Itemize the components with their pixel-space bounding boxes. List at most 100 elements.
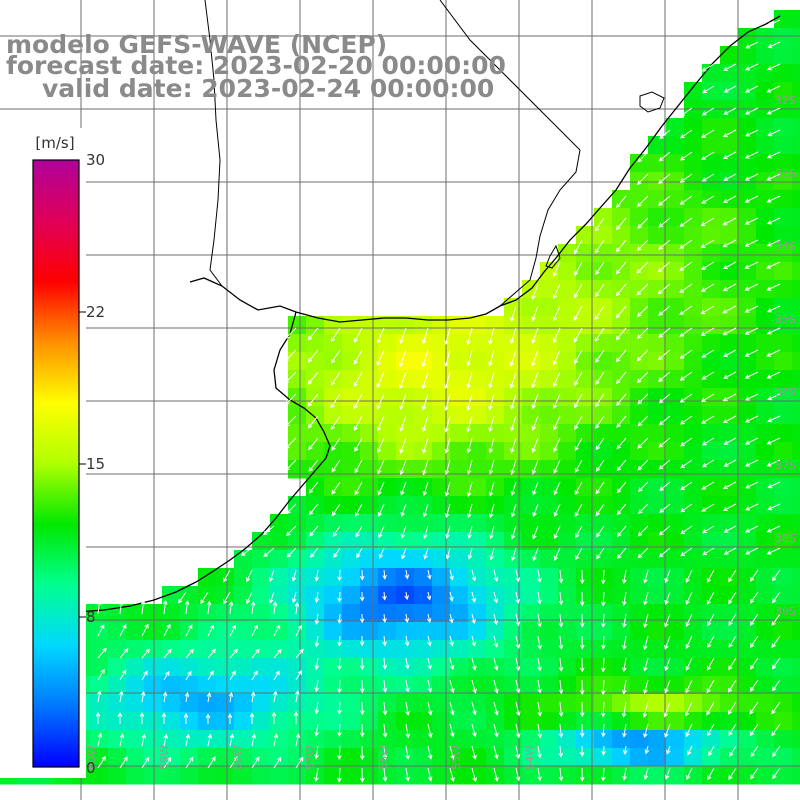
wind-speed-cell bbox=[612, 748, 631, 767]
wind-speed-cell bbox=[702, 694, 721, 713]
wind-speed-cell bbox=[612, 532, 631, 551]
wind-speed-cell bbox=[684, 730, 703, 749]
wind-speed-cell bbox=[630, 208, 649, 227]
wind-speed-cell bbox=[252, 640, 271, 659]
wind-speed-cell bbox=[738, 460, 757, 479]
colorbar-tick: 15 bbox=[86, 455, 105, 473]
wind-speed-cell bbox=[540, 712, 559, 731]
wind-arrow bbox=[404, 591, 409, 601]
wind-speed-cell bbox=[576, 532, 595, 551]
wind-speed-cell bbox=[594, 604, 613, 623]
wind-arrow bbox=[750, 767, 759, 780]
wind-arrow bbox=[314, 723, 319, 737]
wind-speed-cell bbox=[486, 604, 505, 623]
wind-speed-cell bbox=[738, 550, 757, 569]
wind-speed-cell bbox=[666, 496, 685, 515]
wind-arrow bbox=[706, 657, 715, 671]
wind-arrow bbox=[573, 327, 583, 343]
wind-speed-cell bbox=[558, 388, 577, 407]
wind-speed-cell bbox=[702, 640, 721, 659]
wind-arrow bbox=[510, 305, 517, 322]
wind-arrow bbox=[728, 635, 737, 648]
wind-speed-cell bbox=[90, 694, 109, 713]
wind-arrow bbox=[616, 371, 627, 385]
wind-speed-cell bbox=[576, 640, 595, 659]
wind-arrow bbox=[251, 733, 257, 747]
wind-arrow bbox=[493, 657, 499, 671]
lagoon-mirim bbox=[545, 244, 561, 269]
wind-speed-cell bbox=[612, 208, 631, 227]
wind-speed-cell bbox=[594, 370, 613, 389]
wind-arrow bbox=[449, 679, 455, 694]
wind-speed-cell bbox=[558, 478, 577, 497]
wind-arrow bbox=[354, 437, 363, 453]
wind-speed-cell bbox=[702, 604, 721, 623]
wind-arrow bbox=[701, 525, 715, 534]
wind-speed-cell bbox=[324, 694, 343, 713]
wind-arrow bbox=[643, 767, 649, 781]
wind-arrow bbox=[771, 723, 781, 737]
wind-speed-cell bbox=[702, 316, 721, 335]
wind-arrow bbox=[772, 745, 781, 758]
wind-speed-cell bbox=[774, 658, 793, 677]
wind-arrow bbox=[679, 371, 693, 381]
wind-arrow bbox=[295, 648, 304, 659]
wind-speed-cell bbox=[558, 586, 577, 605]
wind-speed-cell bbox=[324, 640, 343, 659]
wind-arrow bbox=[664, 635, 671, 650]
wind-arrow bbox=[622, 745, 628, 755]
wind-arrow bbox=[251, 756, 260, 769]
wind-speed-cell bbox=[702, 190, 721, 209]
wind-arrow bbox=[184, 600, 190, 615]
wind-speed-cell bbox=[576, 424, 595, 443]
wind-arrow bbox=[353, 415, 363, 432]
wind-speed-cell bbox=[774, 568, 793, 587]
wind-speed-cell bbox=[450, 352, 469, 371]
wind-speed-cell bbox=[486, 766, 505, 785]
wind-speed-cell bbox=[684, 640, 703, 659]
wind-speed-cell bbox=[522, 442, 541, 461]
wind-arrow bbox=[466, 327, 473, 346]
wind-arrow bbox=[679, 239, 693, 249]
wind-speed-cell bbox=[720, 496, 739, 515]
wind-speed-cell bbox=[396, 514, 415, 533]
wind-arrow bbox=[404, 569, 410, 580]
wind-arrow bbox=[382, 613, 387, 624]
wind-speed-cell bbox=[144, 748, 163, 767]
wind-arrow bbox=[722, 327, 737, 336]
wind-arrow bbox=[679, 393, 693, 403]
wind-speed-cell bbox=[792, 28, 800, 47]
wind-speed-cell bbox=[666, 658, 685, 677]
wind-speed-cell bbox=[450, 424, 469, 443]
wind-arrow bbox=[427, 679, 433, 693]
wind-arrow bbox=[515, 767, 521, 782]
wind-arrow bbox=[330, 349, 341, 364]
wind-arrow bbox=[558, 723, 564, 739]
wind-speed-cell bbox=[108, 730, 127, 749]
wind-arrow bbox=[423, 547, 429, 560]
wind-arrow bbox=[766, 327, 781, 335]
wind-speed-cell bbox=[648, 370, 667, 389]
wind-arrow bbox=[295, 689, 300, 703]
wind-speed-cell bbox=[522, 514, 541, 533]
wind-arrow bbox=[622, 569, 627, 585]
wind-speed-cell bbox=[648, 316, 667, 335]
wind-speed-cell bbox=[792, 730, 800, 749]
wind-speed-cell bbox=[270, 730, 289, 749]
wind-speed-cell bbox=[576, 226, 595, 245]
lon-label: 58W bbox=[231, 745, 244, 770]
wind-arrow bbox=[337, 613, 343, 624]
wind-speed-cell bbox=[342, 694, 361, 713]
wind-speed-cell bbox=[522, 694, 541, 713]
wind-speed-cell bbox=[234, 748, 253, 767]
wind-arrow bbox=[353, 393, 363, 410]
wind-arrow bbox=[382, 679, 388, 693]
wind-arrow bbox=[382, 591, 387, 601]
wind-speed-cell bbox=[738, 442, 757, 461]
wind-speed-cell bbox=[432, 316, 451, 335]
wind-speed-cell bbox=[720, 64, 739, 83]
wind-arrow bbox=[449, 569, 454, 581]
wind-arrow bbox=[337, 635, 342, 647]
wind-speed-cell bbox=[180, 748, 199, 767]
wind-speed-cell bbox=[468, 514, 487, 533]
